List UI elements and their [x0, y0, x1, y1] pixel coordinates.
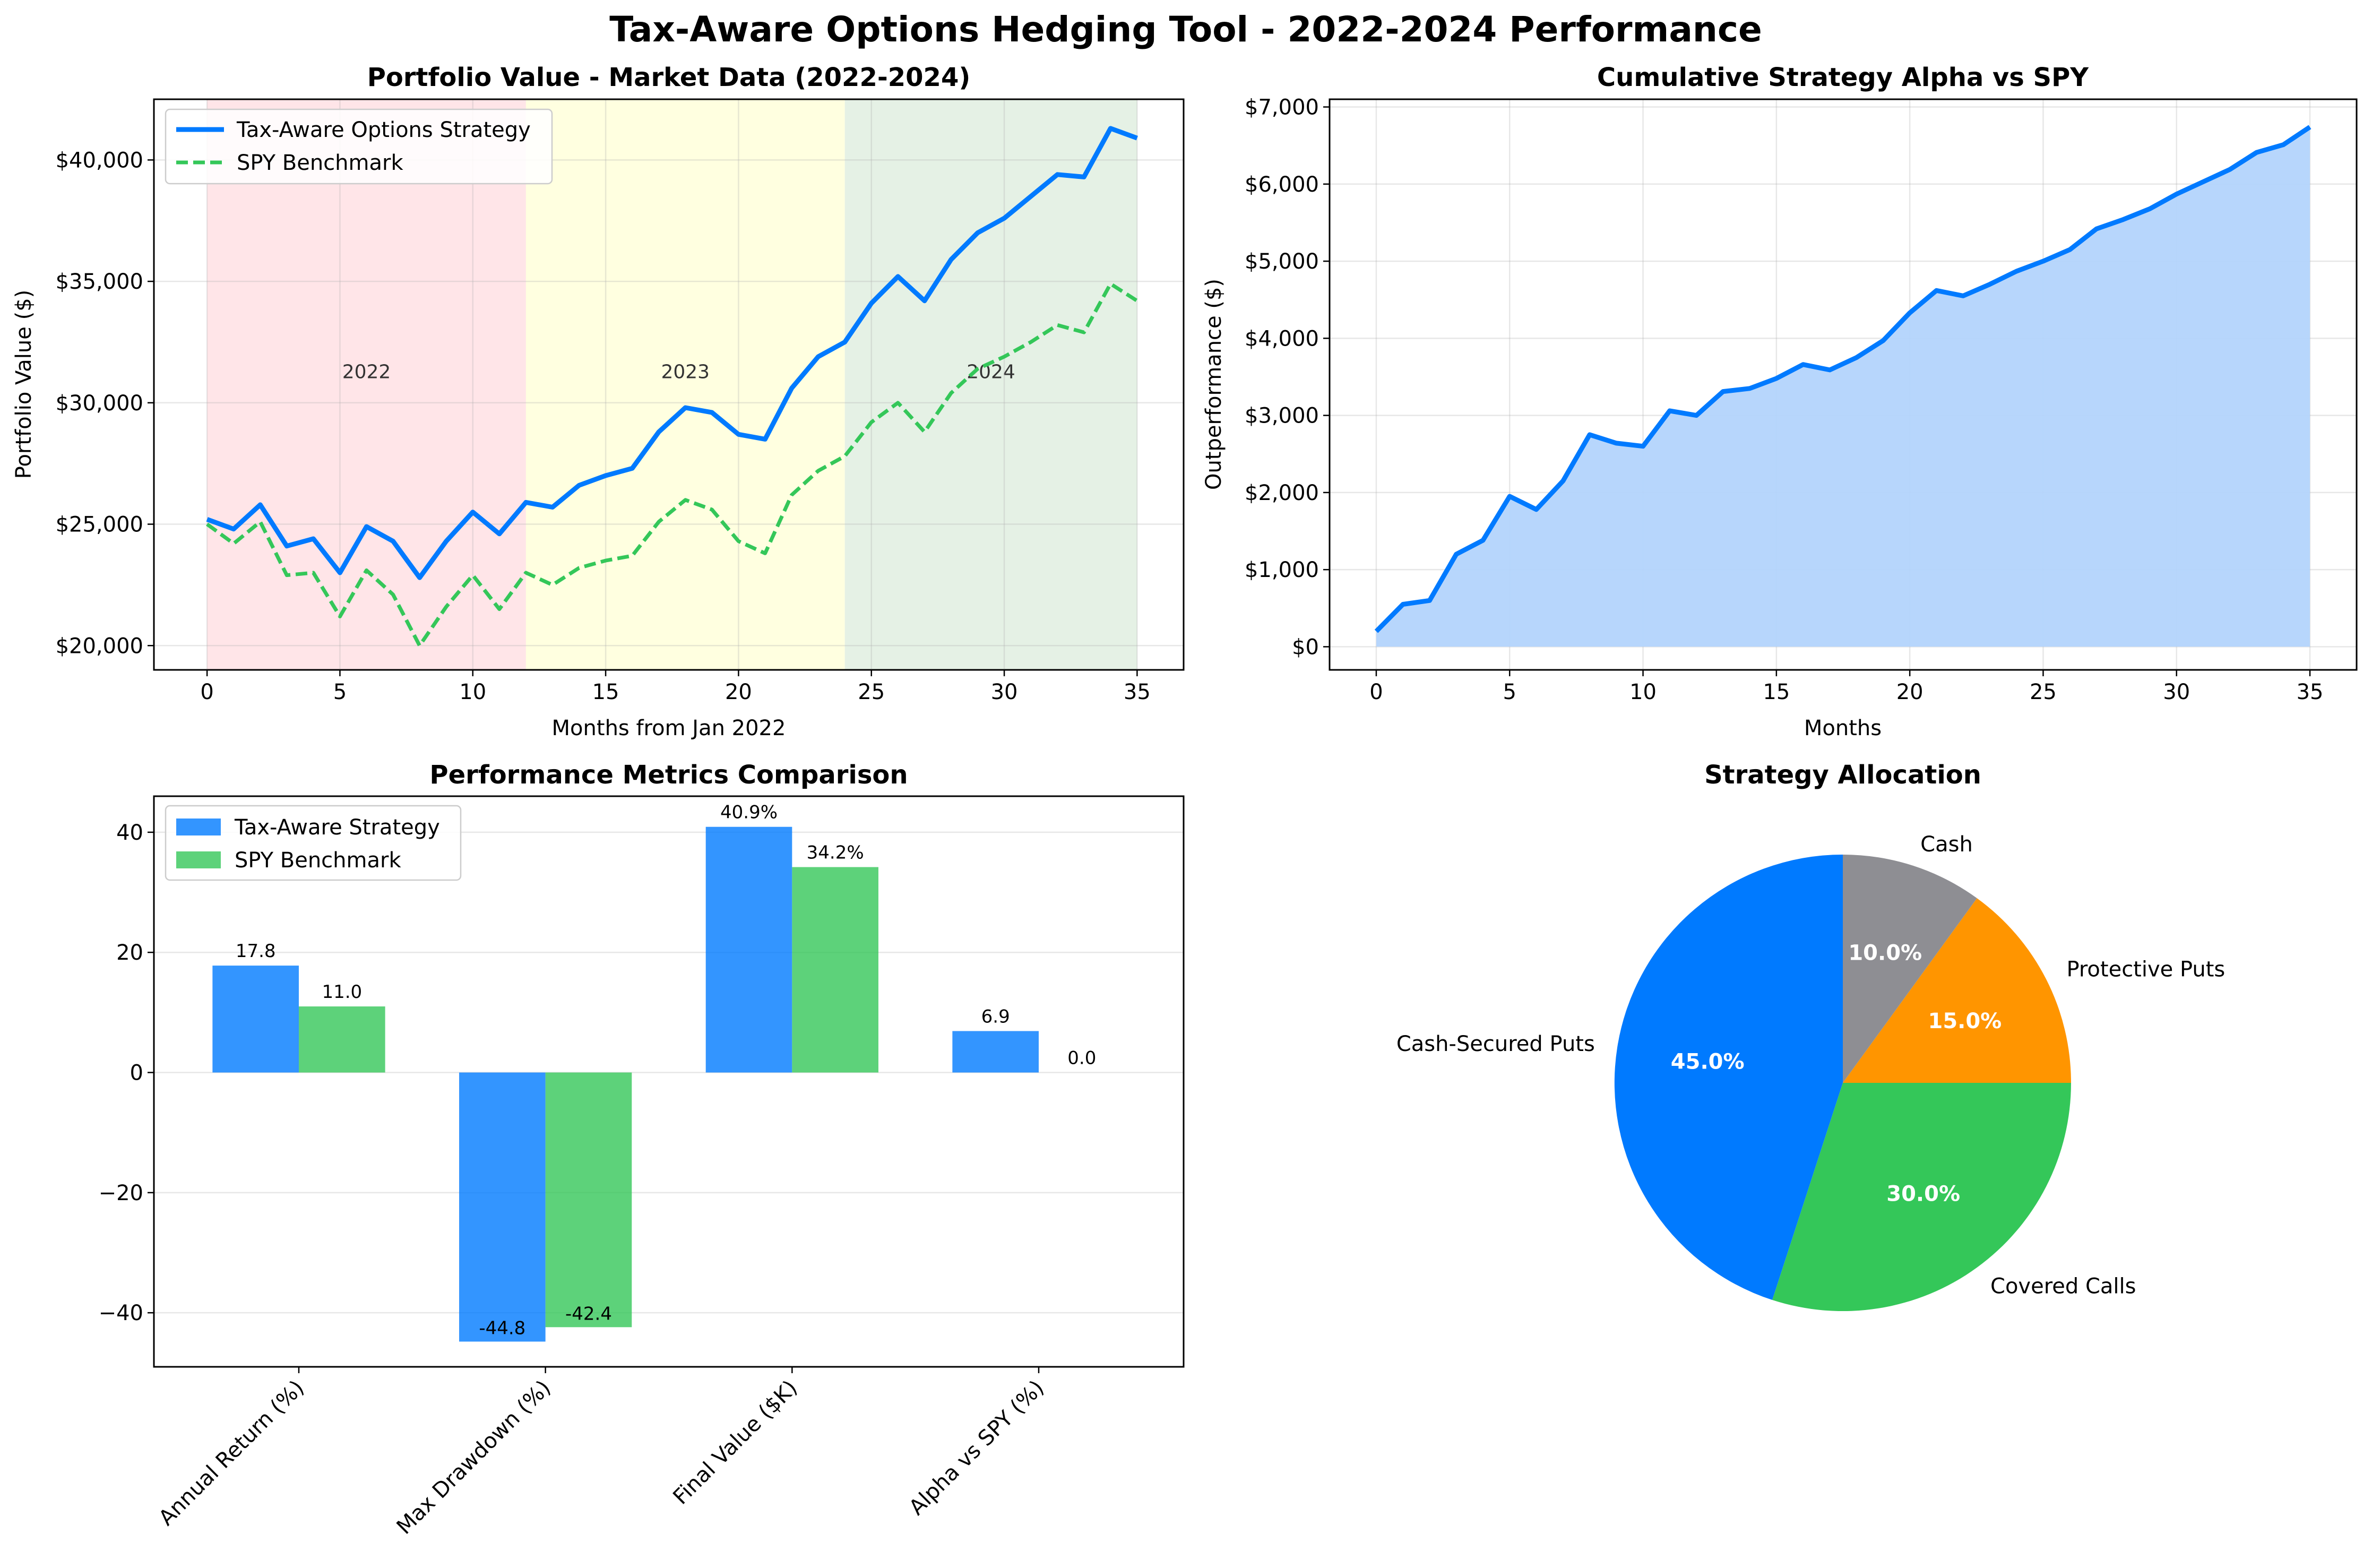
- bar-value-label: 34.2%: [807, 842, 864, 864]
- bar-value-label: 11.0: [322, 981, 362, 1003]
- metrics-chart-frame: [153, 795, 1185, 1368]
- x-tick-label: 5: [1503, 680, 1516, 704]
- y-tick-label: $30,000: [56, 391, 143, 416]
- y-tick-label: $7,000: [1245, 96, 1319, 120]
- pie-slice-label: Cash: [1920, 832, 1973, 857]
- alpha-line: [1374, 125, 2311, 633]
- alpha-chart-xlabel: Months: [1804, 716, 1882, 740]
- category-label: Alpha vs SPY (%): [904, 1376, 1049, 1520]
- category-label: Annual Return (%): [154, 1376, 309, 1531]
- pie-slice-percent: 15.0%: [1928, 1009, 2002, 1033]
- y-tick-label: $40,000: [56, 148, 143, 173]
- portfolio-chart-frame: [153, 98, 1185, 671]
- y-tick-label: $20,000: [56, 634, 143, 658]
- y-tick-label: $3,000: [1245, 404, 1319, 428]
- pie-slice-0: [1614, 855, 1843, 1300]
- portfolio-chart-legend: Tax-Aware Options Strategy SPY Benchmark: [165, 108, 553, 185]
- y-tick-label: $35,000: [56, 270, 143, 294]
- year-label-2023: 2023: [661, 361, 710, 383]
- figure-title: Tax-Aware Options Hedging Tool - 2022-20…: [609, 9, 1762, 50]
- x-tick-label: 20: [1896, 680, 1924, 704]
- pie-slice-label: Protective Puts: [2066, 957, 2225, 981]
- y-tick-label: $5,000: [1245, 249, 1319, 274]
- strategy-bar-0: [212, 966, 299, 1073]
- allocation-chart-title: Strategy Allocation: [1704, 760, 1981, 790]
- pie-slice-percent: 45.0%: [1671, 1050, 1745, 1074]
- bar-value-label: 17.8: [236, 941, 276, 962]
- cumulative-alpha-chart: Cumulative Strategy Alpha vs SPY 0 5 10 15 2…: [1202, 63, 2358, 740]
- x-tick-label: 35: [2297, 680, 2324, 704]
- bar-value-label: 6.9: [981, 1006, 1010, 1027]
- portfolio-chart-ylabel: Portfolio Value ($): [12, 290, 36, 479]
- alpha-chart-title: Cumulative Strategy Alpha vs SPY: [1597, 63, 2089, 92]
- y-tick-label: $1,000: [1245, 558, 1319, 582]
- benchmark-line: [206, 282, 1138, 648]
- benchmark-bar-0: [298, 1006, 385, 1073]
- x-tick-label: 30: [991, 680, 1018, 704]
- legend-label-benchmark: SPY Benchmark: [235, 848, 401, 873]
- x-tick-label: 5: [333, 680, 347, 704]
- legend-label-strategy: Tax-Aware Options Strategy: [236, 118, 531, 142]
- bar-value-label: -42.4: [565, 1303, 612, 1324]
- strategy-bar-3: [952, 1031, 1039, 1073]
- metrics-chart-legend: Tax-Aware Strategy SPY Benchmark: [165, 805, 462, 881]
- benchmark-bar-1: [545, 1072, 632, 1328]
- bar-value-label: 0.0: [1067, 1048, 1096, 1069]
- legend-label-strategy: Tax-Aware Strategy: [234, 815, 440, 840]
- bar-value-label: -44.8: [479, 1317, 525, 1339]
- x-tick-label: 15: [1763, 680, 1790, 704]
- pie-slice-label: Covered Calls: [1990, 1274, 2136, 1299]
- y-tick-label: $25,000: [56, 513, 143, 537]
- legend-label-benchmark: SPY Benchmark: [237, 151, 403, 175]
- x-tick-label: 25: [2030, 680, 2057, 704]
- year-region-2024: [844, 99, 1137, 670]
- alpha-chart-ylabel: Outperformance ($): [1202, 279, 1226, 490]
- y-tick-label: $4,000: [1245, 326, 1319, 351]
- pie-slice-percent: 30.0%: [1886, 1182, 1960, 1207]
- x-tick-label: 15: [592, 680, 619, 704]
- strategy-allocation-chart: Strategy Allocation Cash-Secured Puts 45.…: [1396, 760, 2225, 1312]
- category-label: Max Drawdown (%): [392, 1376, 556, 1539]
- x-tick-label: 35: [1124, 680, 1151, 704]
- pie-slice-2: [1843, 898, 2071, 1083]
- performance-metrics-chart: Performance Metrics Comparison 17.8 -44.8…: [99, 760, 1185, 1539]
- y-tick-label: −20: [99, 1181, 143, 1205]
- x-tick-label: 30: [2163, 680, 2190, 704]
- y-tick-label: 0: [130, 1061, 143, 1085]
- pie-slice-percent: 10.0%: [1848, 941, 1922, 966]
- alpha-area: [1376, 127, 2310, 647]
- strategy-bar-1: [459, 1072, 546, 1342]
- pie-slice-3: [1843, 855, 1977, 1083]
- x-tick-label: 10: [459, 680, 486, 704]
- x-tick-label: 0: [1369, 680, 1383, 704]
- y-tick-label: $0: [1292, 635, 1319, 659]
- portfolio-chart-title: Portfolio Value - Market Data (2022-2024…: [367, 63, 971, 92]
- strategy-bar-2: [705, 826, 792, 1073]
- year-region-2022: [207, 99, 526, 670]
- strategy-line: [206, 126, 1138, 580]
- y-tick-label: 20: [116, 941, 143, 965]
- portfolio-chart-xlabel: Months from Jan 2022: [552, 716, 786, 740]
- x-tick-label: 0: [200, 680, 213, 704]
- x-tick-label: 10: [1629, 680, 1657, 704]
- benchmark-bar-2: [792, 867, 878, 1073]
- x-tick-label: 20: [725, 680, 752, 704]
- metrics-chart-title: Performance Metrics Comparison: [429, 760, 908, 790]
- y-tick-label: $6,000: [1245, 173, 1319, 197]
- x-tick-label: 25: [858, 680, 885, 704]
- legend-swatch-benchmark: [176, 851, 221, 868]
- pie-slice-1: [1772, 1083, 2071, 1312]
- portfolio-value-chart: Portfolio Value - Market Data (2022-2024…: [12, 63, 1185, 740]
- pie-slice-label: Cash-Secured Puts: [1396, 1032, 1595, 1056]
- y-tick-label: 40: [116, 821, 143, 845]
- alpha-chart-frame: [1329, 98, 2358, 671]
- y-tick-label: $2,000: [1245, 481, 1319, 505]
- category-label: Final Value ($K): [668, 1376, 802, 1510]
- bar-value-label: 40.9%: [720, 802, 778, 823]
- y-tick-label: −40: [99, 1301, 143, 1325]
- legend-swatch-strategy: [176, 819, 221, 835]
- year-label-2022: 2022: [342, 361, 391, 383]
